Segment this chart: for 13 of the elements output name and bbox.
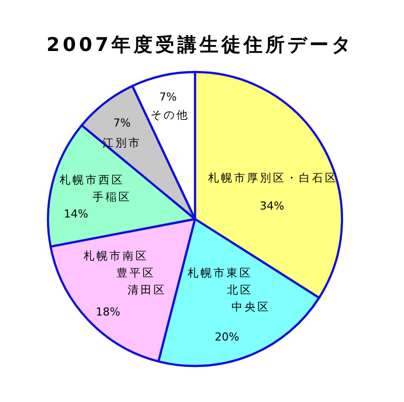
slice-label: その他	[150, 108, 190, 122]
data-label: 18%	[96, 306, 120, 318]
slice-label: 江別市	[102, 136, 142, 150]
chart-title: 2007年度受講生徒住所データ	[46, 34, 354, 56]
data-label: 14%	[64, 208, 88, 220]
slice-label: 札幌市西区手稲区	[60, 174, 132, 204]
slice-label: 札幌市厚別区・白石区	[208, 172, 338, 184]
slice-label: 札幌市東区北区中央区	[188, 266, 270, 314]
data-label: 7%	[113, 116, 131, 130]
data-label: 7%	[159, 90, 177, 104]
data-label: 20%	[214, 330, 240, 344]
slice-label: 札幌市南区豊平区清田区	[84, 250, 166, 296]
data-label: 34%	[260, 200, 284, 212]
